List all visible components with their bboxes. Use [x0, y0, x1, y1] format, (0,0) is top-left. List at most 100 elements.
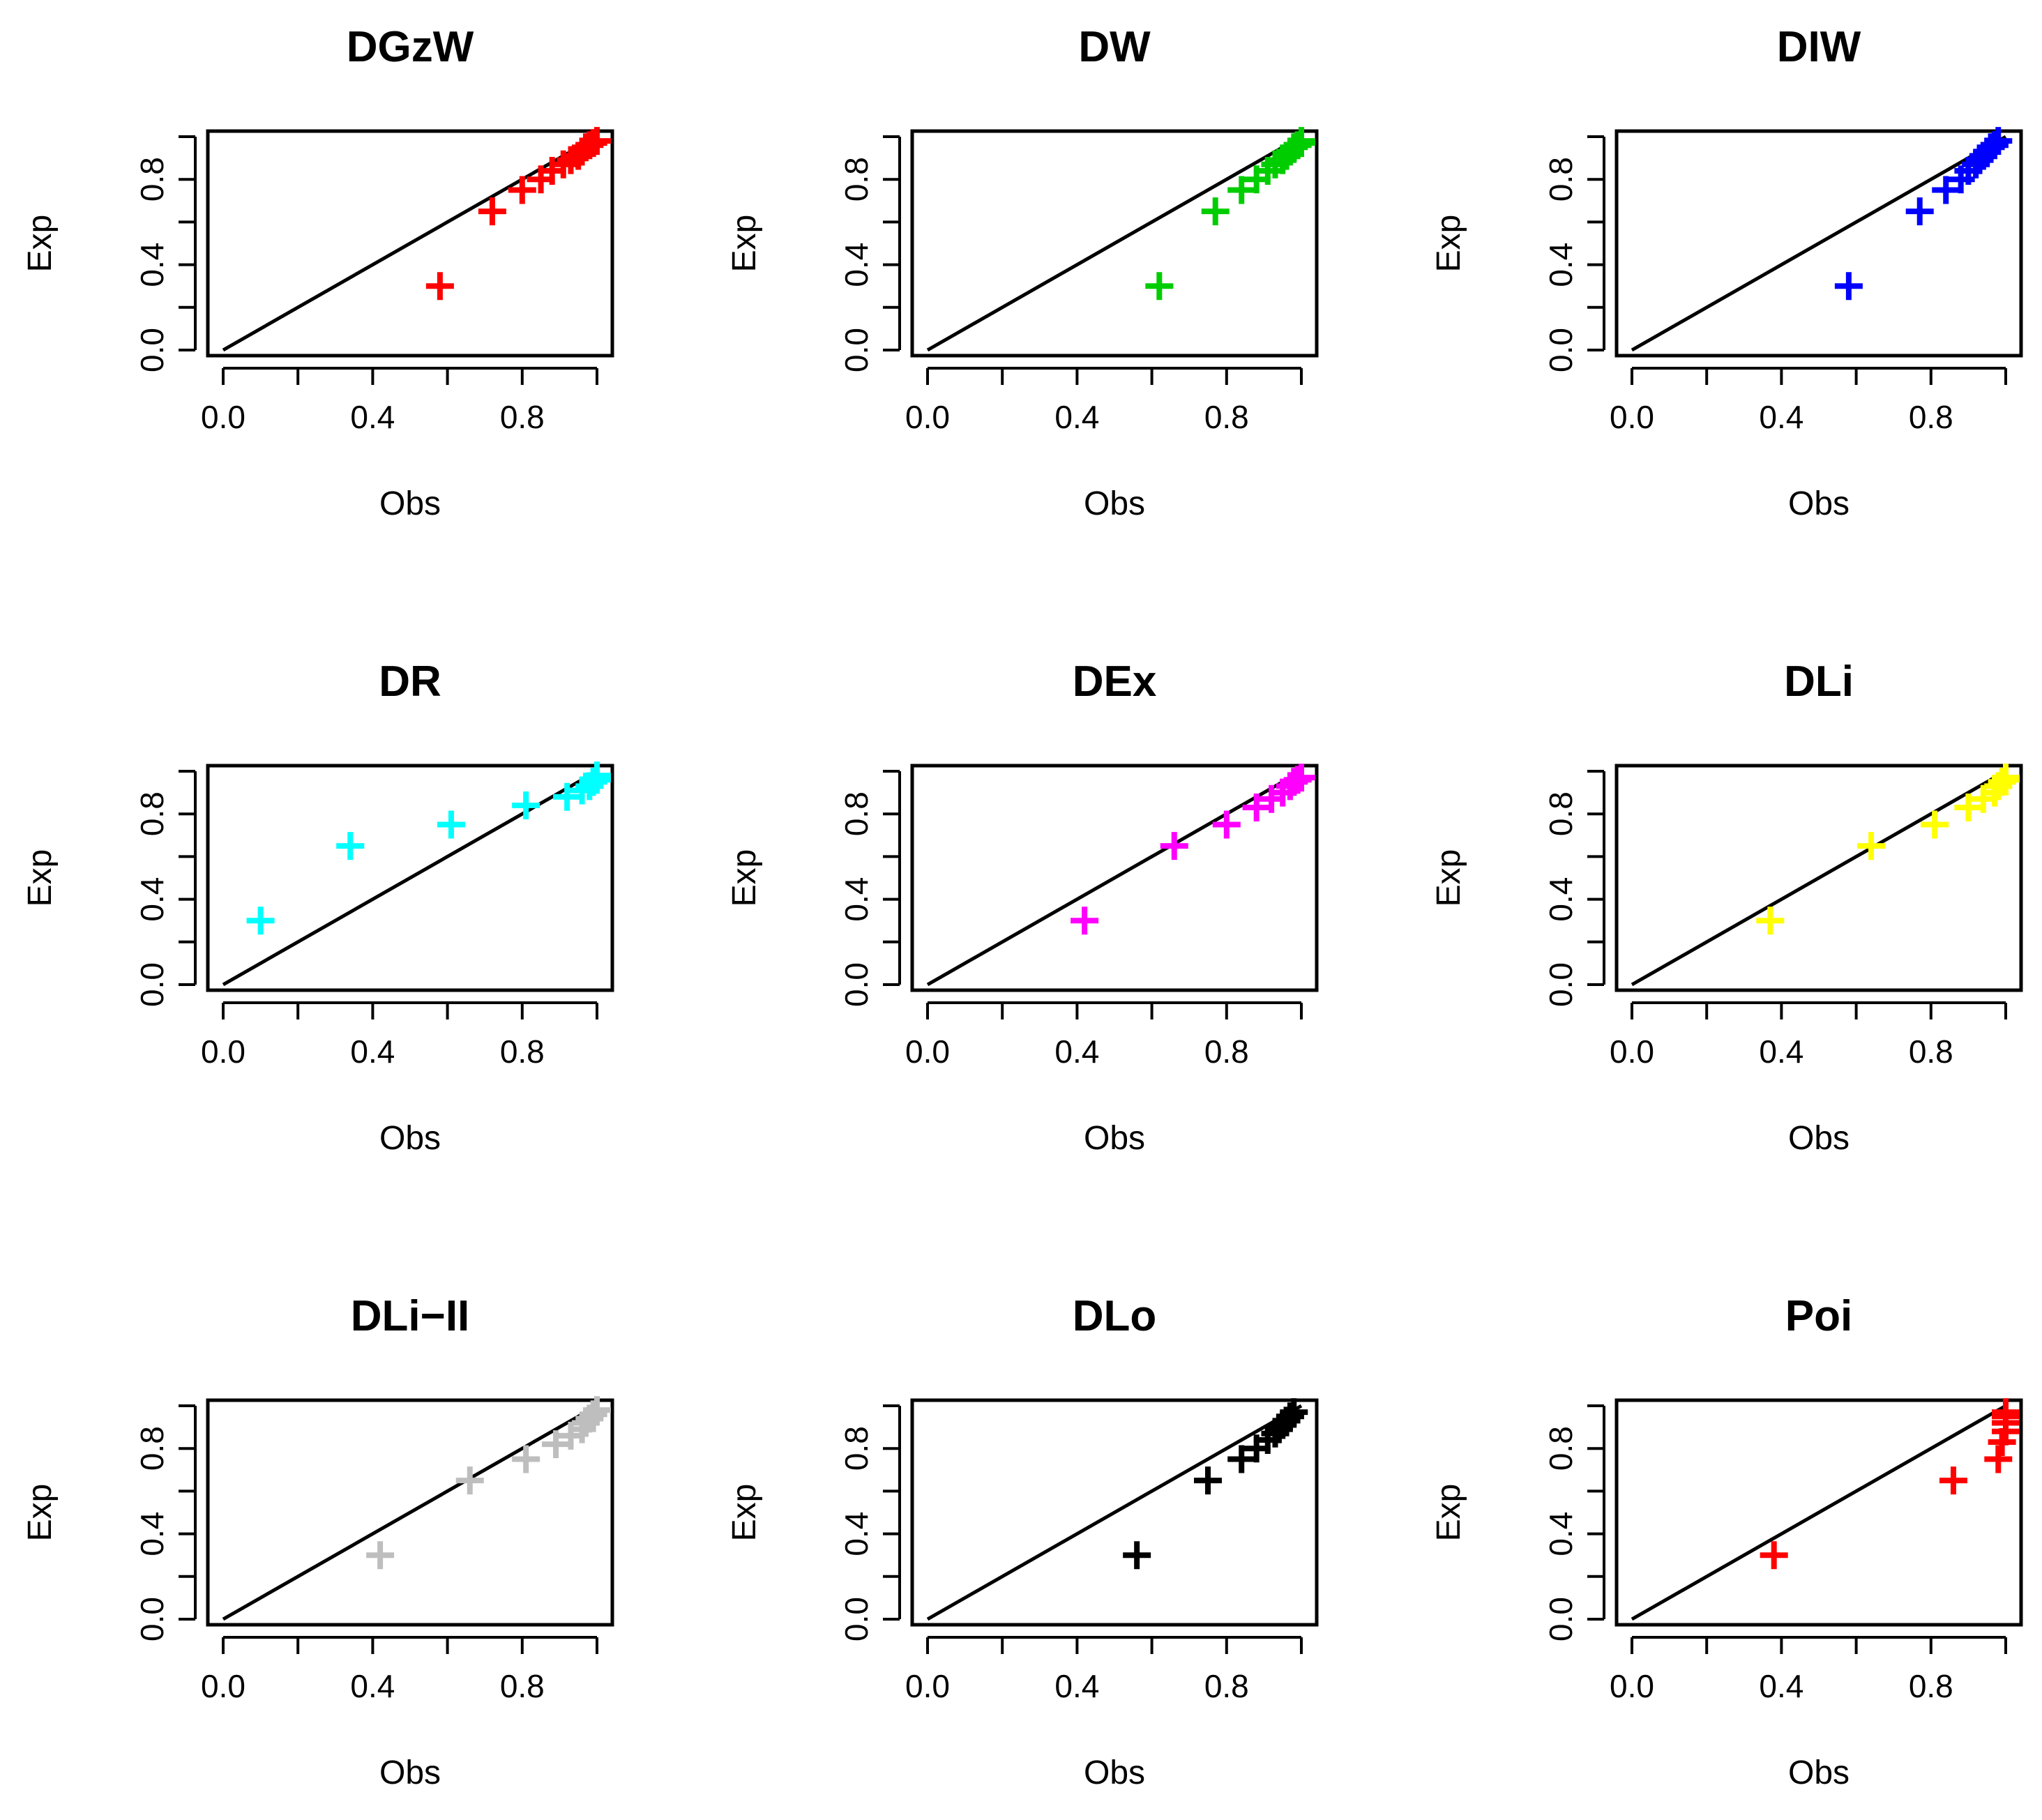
x-tick-label: 0.4	[1054, 1668, 1099, 1704]
y-tick-label: 0.8	[838, 157, 875, 202]
y-axis-label: Exp	[1430, 849, 1467, 907]
x-tick-label: 0.4	[1759, 1033, 1803, 1070]
reference-line	[926, 769, 1303, 987]
y-tick-label: 0.0	[838, 1597, 875, 1641]
panel-7: DLi−II 0.0 0.4 0.8 0.0 0.4 0.8 Obs Exp	[22, 1292, 614, 1791]
x-tick-label: 0.8	[1909, 1033, 1953, 1070]
data-point	[508, 176, 536, 204]
data-point	[1921, 810, 1949, 839]
x-tick-label: 0.4	[1759, 399, 1803, 435]
reference-line	[222, 769, 598, 987]
reference-line	[222, 135, 598, 352]
x-tick-label: 0.0	[201, 399, 245, 435]
data-point	[455, 1466, 484, 1495]
x-tick-label: 0.8	[500, 1033, 545, 1070]
panel-title: DGzW	[347, 23, 474, 71]
data-point	[1123, 1541, 1151, 1570]
plot-frame	[910, 1398, 1319, 1627]
x-tick-label: 0.0	[905, 1668, 950, 1704]
panel-title: Poi	[1785, 1292, 1852, 1340]
x-tick-label: 0.0	[1610, 1668, 1654, 1704]
data-point	[542, 1430, 570, 1459]
data-point	[583, 761, 611, 790]
y-tick-label: 0.0	[1543, 328, 1579, 372]
x-tick-label: 0.4	[350, 399, 395, 435]
panel-6: DLi 0.0 0.4 0.8 0.0 0.4 0.8 Obs Exp	[1430, 658, 2023, 1157]
x-tick-label: 0.0	[905, 399, 950, 435]
data-point	[1984, 1445, 2013, 1473]
plot-frame	[910, 764, 1319, 992]
data-point	[437, 810, 465, 839]
y-tick-label: 0.0	[838, 962, 875, 1007]
data-point	[246, 907, 275, 935]
reference-line	[1631, 135, 2007, 352]
y-axis-label: Exp	[22, 1484, 59, 1542]
y-tick-label: 0.4	[1543, 243, 1579, 287]
y-tick-label: 0.8	[1543, 791, 1579, 836]
y-tick-label: 0.8	[134, 1426, 170, 1471]
data-point	[336, 832, 365, 860]
data-point	[1857, 832, 1886, 860]
y-tick-label: 0.8	[134, 791, 170, 836]
panel-title: DW	[1078, 23, 1151, 71]
panel-3: DIW 0.0 0.4 0.8 0.0 0.4 0.8 Obs Exp	[1430, 23, 2023, 522]
data-point	[1932, 176, 1960, 204]
data-point	[1242, 794, 1271, 822]
y-tick-label: 0.0	[134, 328, 170, 372]
x-tick-label: 0.4	[1054, 1033, 1099, 1070]
x-axis-label: Obs	[1788, 1120, 1850, 1157]
x-tick-label: 0.8	[1204, 1033, 1249, 1070]
data-point	[1227, 176, 1256, 204]
data-point	[1905, 197, 1934, 226]
y-tick-label: 0.0	[838, 328, 875, 372]
plot-frame	[910, 129, 1319, 358]
panel-title: DEx	[1073, 658, 1157, 706]
plot-frame	[1614, 1398, 2023, 1627]
y-axis-label: Exp	[726, 849, 763, 907]
y-tick-label: 0.4	[838, 243, 875, 287]
x-tick-label: 0.4	[1054, 399, 1099, 435]
x-tick-label: 0.8	[500, 1668, 545, 1704]
panel-4: DR 0.0 0.4 0.8 0.0 0.4 0.8 Obs Exp	[22, 658, 614, 1157]
data-point	[1071, 907, 1099, 935]
y-axis-label: Exp	[1430, 215, 1467, 273]
data-point	[1280, 1398, 1308, 1427]
data-point	[1760, 1541, 1788, 1570]
y-tick-label: 0.8	[1543, 1426, 1579, 1471]
data-point	[1992, 764, 2020, 792]
y-axis-label: Exp	[726, 215, 763, 273]
reference-line	[926, 1404, 1303, 1621]
panel-title: DLi	[1784, 658, 1854, 706]
data-point	[1954, 794, 1983, 822]
data-point	[478, 197, 506, 226]
panel-2: DW 0.0 0.4 0.8 0.0 0.4 0.8 Obs Exp	[726, 23, 1319, 522]
y-tick-label: 0.8	[134, 157, 170, 202]
data-point	[1160, 832, 1188, 860]
x-tick-label: 0.4	[350, 1033, 395, 1070]
data-point	[583, 127, 611, 156]
y-tick-label: 0.4	[1543, 877, 1579, 922]
data-point	[425, 272, 454, 301]
panel-title: DR	[379, 658, 441, 706]
x-tick-label: 0.0	[905, 1033, 950, 1070]
data-point	[1227, 1445, 1256, 1473]
data-point	[1939, 1466, 1967, 1495]
y-tick-label: 0.8	[838, 1426, 875, 1471]
y-tick-label: 0.8	[838, 791, 875, 836]
reference-line	[1631, 1404, 2007, 1621]
data-point	[583, 1396, 611, 1425]
y-axis-label: Exp	[1430, 1484, 1467, 1542]
x-axis-label: Obs	[1084, 1120, 1145, 1157]
x-tick-label: 0.0	[1610, 1033, 1654, 1070]
x-axis-label: Obs	[1788, 485, 1850, 522]
panel-1: DGzW 0.0 0.4 0.8 0.0 0.4 0.8 Obs Exp	[22, 23, 614, 522]
x-axis-label: Obs	[1084, 1754, 1145, 1791]
panel-9: Poi 0.0 0.4 0.8 0.0 0.4 0.8 Obs Exp	[1430, 1292, 2023, 1791]
data-point	[1756, 907, 1785, 935]
x-tick-label: 0.4	[350, 1668, 395, 1704]
data-point	[1276, 1402, 1304, 1431]
x-axis-label: Obs	[379, 1120, 441, 1157]
data-point	[553, 782, 582, 811]
x-tick-label: 0.0	[201, 1668, 245, 1704]
